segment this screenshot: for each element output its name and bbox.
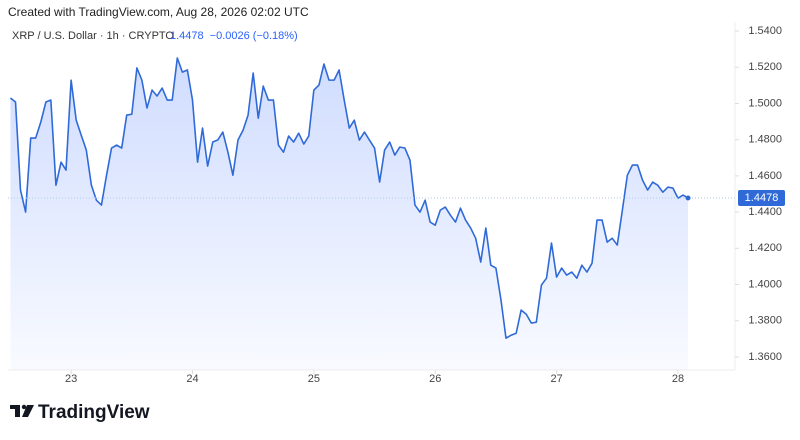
legend-change: −0.0026 (−0.18%) [210, 30, 298, 42]
y-tick-label: 1.5000 [748, 97, 782, 109]
x-tick-label: 24 [186, 373, 198, 385]
x-tick-label: 28 [672, 373, 684, 385]
legend-price: 1.4478 [170, 30, 204, 42]
price-line [9, 57, 689, 339]
x-tick-label: 26 [429, 373, 441, 385]
y-tick-label: 1.4200 [748, 242, 782, 254]
last-point [685, 195, 691, 201]
area-fill [10, 58, 689, 370]
x-tick-label: 23 [65, 373, 77, 385]
x-tick-label: 25 [308, 373, 320, 385]
last-price-label: 1.4478 [745, 192, 779, 204]
y-tick-label: 1.4800 [748, 134, 782, 146]
created-note: Created with TradingView.com, Aug 28, 20… [8, 5, 309, 19]
y-tick-label: 1.3600 [748, 351, 782, 363]
y-tick-label: 1.5400 [748, 25, 782, 37]
y-tick-label: 1.4400 [748, 206, 782, 218]
brand-logo [10, 404, 34, 417]
legend-symbol: XRP / U.S. Dollar · 1h · CRYPTO [12, 30, 174, 42]
last-price-tag [738, 189, 785, 206]
brand-name: TradingView [38, 402, 150, 423]
y-tick-label: 1.3800 [748, 315, 782, 327]
y-tick-label: 1.5200 [748, 61, 782, 73]
y-tick-label: 1.4600 [748, 170, 782, 182]
x-tick-label: 27 [550, 373, 562, 385]
y-tick-label: 1.4000 [748, 278, 782, 290]
